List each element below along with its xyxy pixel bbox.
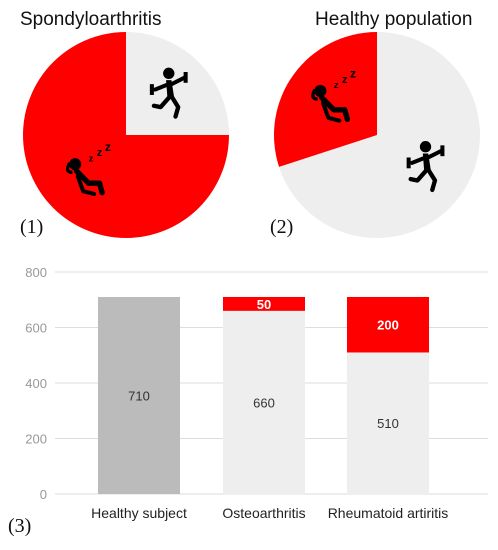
y-tick-label: 400: [25, 376, 47, 391]
y-tick-label: 600: [25, 321, 47, 336]
bar-segment: [347, 296, 429, 353]
bar-value-label: 200: [377, 318, 399, 333]
svg-text:z: z: [89, 154, 94, 165]
pie1-slice-sleep: [23, 32, 229, 238]
pie1-chart: z z zz z z: [23, 32, 480, 239]
svg-text:z: z: [334, 80, 339, 91]
exercising-person-icon: [406, 141, 445, 193]
x-category-label: Osteoarthritis: [222, 505, 305, 521]
x-category-label: Healthy subject: [91, 505, 187, 521]
panel-label-3: (3): [8, 515, 32, 537]
panel-label-1: (1): [20, 216, 44, 238]
svg-text:z: z: [350, 66, 356, 80]
pie2-title: Healthy population: [315, 9, 473, 30]
bar-chart: 0 200 400 600 800 710 Healthy subject 660 50 Oste…: [25, 265, 488, 521]
bar-segment: [223, 296, 305, 311]
x-category-label: Rheumatoid artiritis: [328, 505, 449, 521]
svg-text:z: z: [105, 140, 111, 154]
bar-value-label: 510: [377, 416, 399, 431]
y-tick-label: 0: [40, 487, 47, 502]
bar-value-label: 710: [128, 388, 150, 403]
y-tick-label: 200: [25, 432, 47, 447]
bar-segment: [223, 310, 305, 494]
bar-value-label: 660: [253, 395, 275, 410]
svg-text:z: z: [342, 74, 348, 86]
pie2-slice-activity: [279, 32, 480, 239]
panel-label-2: (2): [270, 216, 294, 238]
bar-value-label: 50: [257, 297, 271, 312]
y-tick-label: 800: [25, 265, 47, 280]
exercising-person-icon: [149, 67, 188, 119]
pie1-slice-activity: [126, 32, 229, 135]
bar-segment: [347, 352, 429, 494]
pie1-title: Spondyloarthritis: [20, 9, 162, 30]
bar-segment: [98, 296, 180, 494]
svg-text:z: z: [97, 147, 103, 159]
